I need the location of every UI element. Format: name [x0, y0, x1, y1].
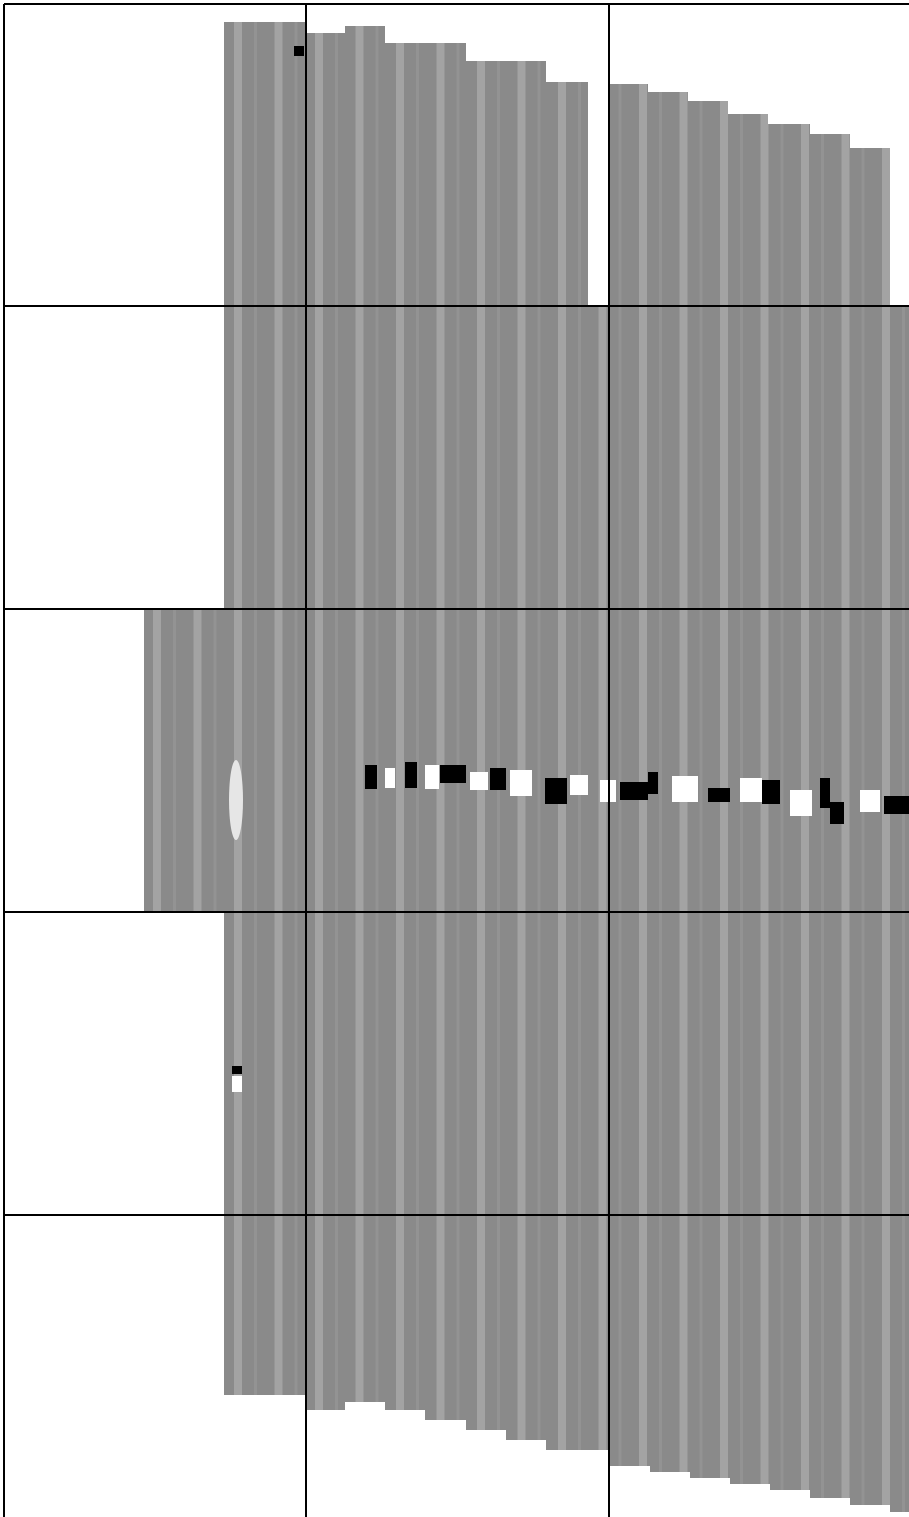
tile-row — [224, 306, 909, 609]
dark-spot — [820, 778, 830, 808]
dark-spot — [365, 765, 377, 789]
dark-spot — [648, 772, 658, 794]
tile — [224, 22, 306, 306]
tile — [224, 1215, 306, 1395]
dark-spot — [762, 780, 780, 804]
dark-spot — [884, 796, 909, 814]
data-region — [144, 22, 909, 1512]
bright-spot — [740, 778, 762, 802]
tile — [306, 26, 588, 306]
dark-spot — [405, 762, 417, 788]
bright-spot — [790, 790, 812, 816]
dark-spot — [830, 802, 844, 824]
bright-spot — [470, 772, 488, 790]
dark-spot — [440, 765, 466, 783]
tile-row — [144, 609, 909, 912]
dark-spot — [490, 768, 506, 790]
tile-row — [224, 912, 909, 1215]
bright-streak — [229, 760, 243, 840]
tile — [610, 1215, 909, 1512]
dark-spot — [545, 778, 567, 804]
bright-spot — [385, 768, 395, 788]
bright-spot — [232, 1076, 242, 1092]
dark-spot — [294, 46, 304, 56]
bright-spot — [510, 770, 532, 796]
bright-spot — [425, 765, 439, 789]
bright-spot — [672, 776, 698, 802]
dark-spot — [620, 782, 648, 800]
dark-spot — [708, 788, 730, 802]
dark-spot — [232, 1066, 242, 1074]
bright-spot — [860, 790, 880, 812]
bright-spot — [570, 775, 588, 795]
